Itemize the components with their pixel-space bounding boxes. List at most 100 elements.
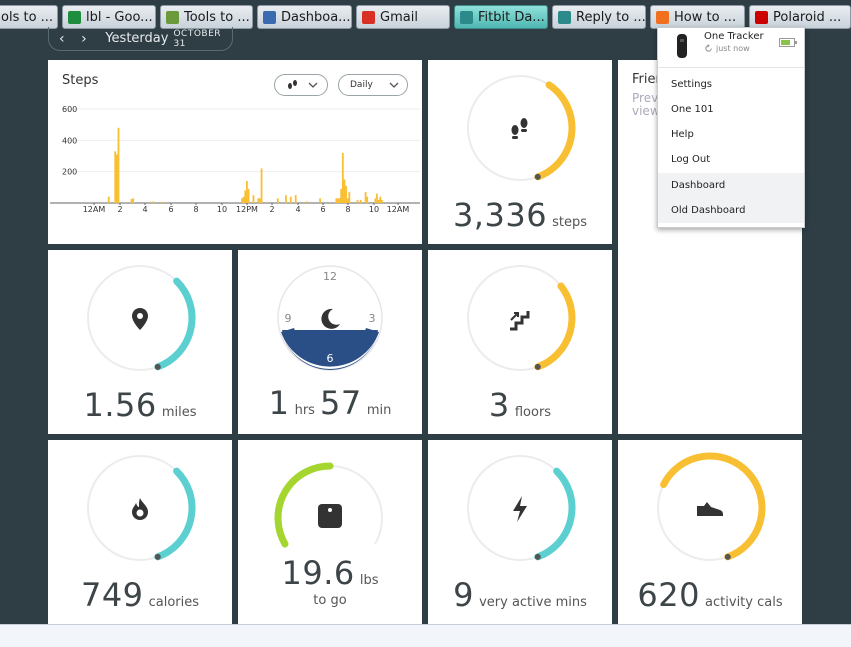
steps-bar[interactable] xyxy=(319,198,321,203)
browser-tab[interactable]: Gmail xyxy=(356,5,450,29)
steps-bar[interactable] xyxy=(341,152,344,203)
steps-bar[interactable] xyxy=(376,193,378,203)
steps-bar[interactable] xyxy=(161,201,164,203)
browser-status-bar xyxy=(0,624,851,647)
floors-tile[interactable]: 3 floors xyxy=(428,250,612,434)
sleep-clock-dial: 12 3 6 9 xyxy=(277,265,383,371)
steps-bar[interactable] xyxy=(244,190,247,203)
steps-bar[interactable] xyxy=(377,199,380,203)
menu-item-one-101[interactable]: One 101 xyxy=(671,104,714,115)
steps-bar[interactable] xyxy=(335,198,338,203)
steps-bar[interactable] xyxy=(151,201,154,203)
menu-item-settings[interactable]: Settings xyxy=(671,79,713,90)
browser-tab-label: Reply to ... xyxy=(576,9,645,25)
steps-bar[interactable] xyxy=(343,179,346,204)
weight-tile[interactable]: 19.6 lbs to go xyxy=(238,440,422,624)
browser-tab[interactable]: lbl - Goo... xyxy=(62,5,156,29)
active-minutes-tile[interactable]: 9 very active mins xyxy=(428,440,612,624)
browser-tab-label: Fitbit Da... xyxy=(478,9,545,25)
activity-calories-tile[interactable]: 620 activity cals xyxy=(618,440,802,624)
steps-bar[interactable] xyxy=(345,185,347,203)
steps-bar[interactable] xyxy=(246,181,248,203)
browser-tab[interactable]: Fitbit Da... xyxy=(454,5,548,29)
sleep-minutes-unit: min xyxy=(366,403,392,418)
steps-bar[interactable] xyxy=(252,195,255,203)
steps-bar[interactable] xyxy=(260,168,263,203)
steps-bar[interactable] xyxy=(294,195,297,203)
steps-bar[interactable] xyxy=(259,198,261,203)
browser-tab[interactable]: Tools to ... xyxy=(160,5,253,29)
sleep-tile[interactable]: 12 3 6 9 1 hrs 57 min xyxy=(238,250,422,434)
progress-ring-arc xyxy=(660,452,766,561)
tracker-status-row[interactable]: One Tracker just now xyxy=(658,28,804,68)
steps-bar[interactable] xyxy=(348,192,351,203)
x-tick-label: 4 xyxy=(142,205,147,214)
floors-progress-ring xyxy=(467,265,576,371)
tools-icon xyxy=(166,10,179,24)
steps-chart-title: Steps xyxy=(62,73,99,88)
steps-bar[interactable] xyxy=(289,196,292,203)
browser-tab[interactable]: ols to ... xyxy=(0,5,58,29)
ring-icon xyxy=(656,10,669,24)
steps-bar[interactable] xyxy=(257,198,260,203)
distance-value-line: 1.56 miles xyxy=(48,386,232,424)
period-dropdown[interactable]: Daily xyxy=(338,74,408,96)
steps-bar[interactable] xyxy=(359,199,362,203)
floors-unit: floors xyxy=(514,405,552,420)
menu-item-help[interactable]: Help xyxy=(671,129,694,140)
steps-bar[interactable] xyxy=(132,198,135,203)
date-navigator: ‹ › Yesterday OCTOBER 31 xyxy=(48,27,233,51)
calories-tile[interactable]: 749 calories xyxy=(48,440,232,624)
progress-ring-arc xyxy=(274,462,334,548)
steps-bar[interactable] xyxy=(380,199,383,203)
fitbit-icon xyxy=(558,10,571,24)
browser-tab[interactable]: Polaroid ... xyxy=(749,5,851,29)
steps-bar[interactable] xyxy=(340,188,343,203)
x-tick-label: 12AM xyxy=(387,205,410,214)
browser-tab[interactable]: Dashboa... xyxy=(257,5,352,29)
menu-item-dashboard[interactable]: Dashboard xyxy=(658,173,804,198)
steps-bar[interactable] xyxy=(247,188,250,203)
browser-tab[interactable]: How to ... xyxy=(650,5,745,29)
progress-ring-arc xyxy=(154,467,196,561)
distance-tile[interactable]: 1.56 miles xyxy=(48,250,232,434)
steps-bar[interactable] xyxy=(338,198,341,203)
shoe-icon xyxy=(697,502,723,516)
steps-bar[interactable] xyxy=(276,198,279,203)
floors-value: 3 xyxy=(488,386,510,424)
steps-bar[interactable] xyxy=(114,151,117,203)
steps-bar[interactable] xyxy=(346,198,349,203)
progress-ring-arc xyxy=(154,277,196,371)
sleep-hours-value: 1 xyxy=(268,384,290,422)
steps-bar[interactable] xyxy=(374,198,377,203)
steps-bar[interactable] xyxy=(356,199,359,203)
account-dropdown-menu: One Tracker just now Settings One 101 He… xyxy=(657,27,805,228)
chevron-down-icon xyxy=(389,82,399,88)
steps-bar[interactable] xyxy=(241,198,243,203)
steps-tile[interactable]: 3,336 steps xyxy=(428,60,612,244)
menu-item-log-out[interactable]: Log Out xyxy=(671,154,711,165)
progress-ring-arc xyxy=(534,467,576,561)
steps-bar[interactable] xyxy=(242,196,245,203)
active-minutes-value-line: 9 very active mins xyxy=(428,576,612,614)
sleep-value-line: 1 hrs 57 min xyxy=(238,384,422,422)
browser-tab-label: Polaroid ... xyxy=(773,9,842,25)
activity-type-dropdown[interactable] xyxy=(274,74,328,96)
steps-chart-card: Steps Daily 200 400 600 12AM 2 4 6 8 10 12PM 2 4 6 8 1… xyxy=(48,60,422,244)
steps-bar[interactable] xyxy=(117,127,120,203)
steps-bar[interactable] xyxy=(337,198,339,203)
tw-icon xyxy=(263,10,276,24)
steps-bar[interactable] xyxy=(107,196,110,203)
steps-bar[interactable] xyxy=(130,199,133,203)
steps-bar[interactable] xyxy=(364,192,367,203)
steps-bar[interactable] xyxy=(115,154,118,203)
steps-bar[interactable] xyxy=(306,201,308,203)
steps-bar[interactable] xyxy=(379,196,382,203)
next-day-button[interactable]: › xyxy=(81,30,87,47)
progress-ring-marker xyxy=(724,553,731,560)
menu-item-old-dashboard[interactable]: Old Dashboard xyxy=(658,198,804,223)
steps-bar[interactable] xyxy=(366,196,369,203)
previous-day-button[interactable]: ‹ xyxy=(59,30,65,47)
browser-tab[interactable]: Reply to ... xyxy=(552,5,646,29)
steps-bar[interactable] xyxy=(285,195,287,203)
